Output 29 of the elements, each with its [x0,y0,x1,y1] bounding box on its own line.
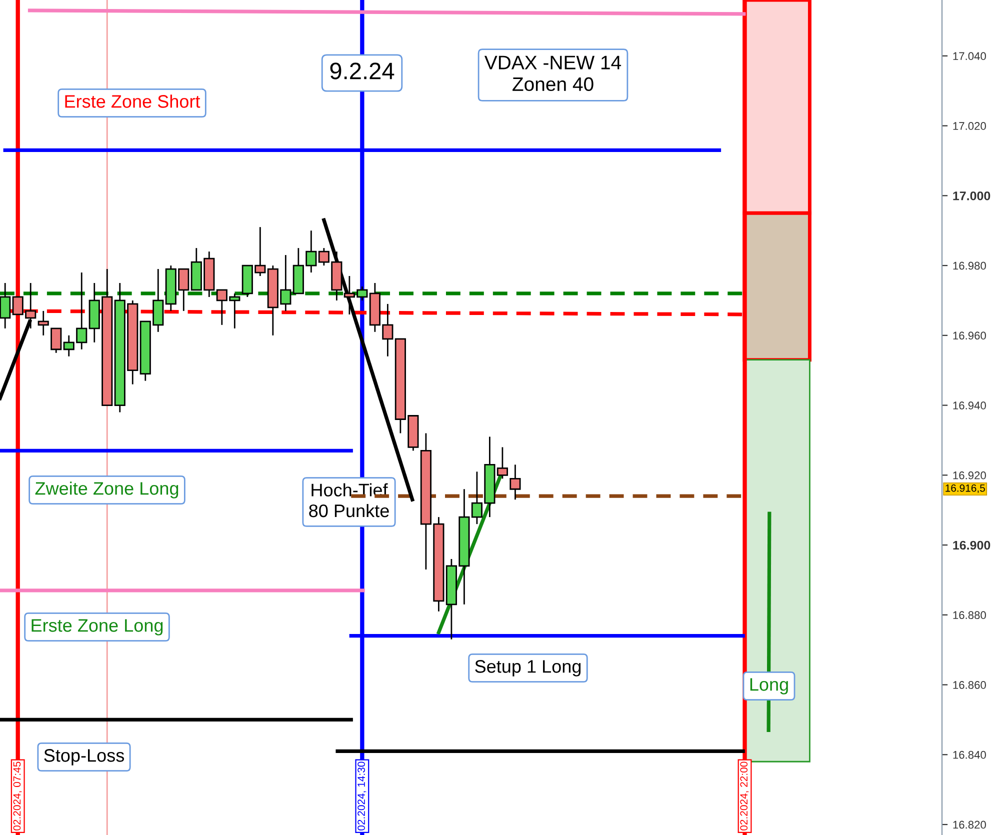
annotation: Long [750,678,788,694]
x-tick-label: 02.2024, 14:30 [358,762,366,830]
y-tick-label: 16.880 [953,611,986,620]
annotation: Erste Zone Long [32,619,163,636]
text: 9.2.24 [330,62,394,80]
candlestick [38,310,49,336]
annotation: Setup 1 Long [475,660,581,676]
x-tick-label: 02.2024, 22:00 [740,762,749,830]
y-tick-label: 16.940 [953,402,986,410]
y-tick-label: 16.900 [953,540,990,550]
candlestick [510,464,521,500]
text: 16.916,5 [946,484,985,494]
text: VDAX -NEW 14 Zonen 40 [484,56,622,92]
candlestick [50,328,62,354]
annotation: Erste Zone Short [65,94,200,108]
y-tick-label: 16.960 [953,332,986,340]
annotation: Zweite Zone Long [35,482,178,498]
candlestick [0,282,11,330]
x-tick-label: 02.2024, 07:45 [13,762,22,830]
y-tick-label: 16.980 [953,262,986,270]
y-tick-label: 17.040 [953,52,986,60]
y-tick-label: 17.000 [953,191,990,200]
y-tick-label: 16.820 [953,820,986,829]
annotation: Stop-Loss [44,749,124,766]
y-tick-label: 16.920 [953,471,986,480]
candlestick [496,446,508,480]
y-tick-label: 16.840 [953,750,986,759]
y-tick-label: 16.860 [953,681,986,689]
y-tick-label: 17.020 [953,122,986,130]
